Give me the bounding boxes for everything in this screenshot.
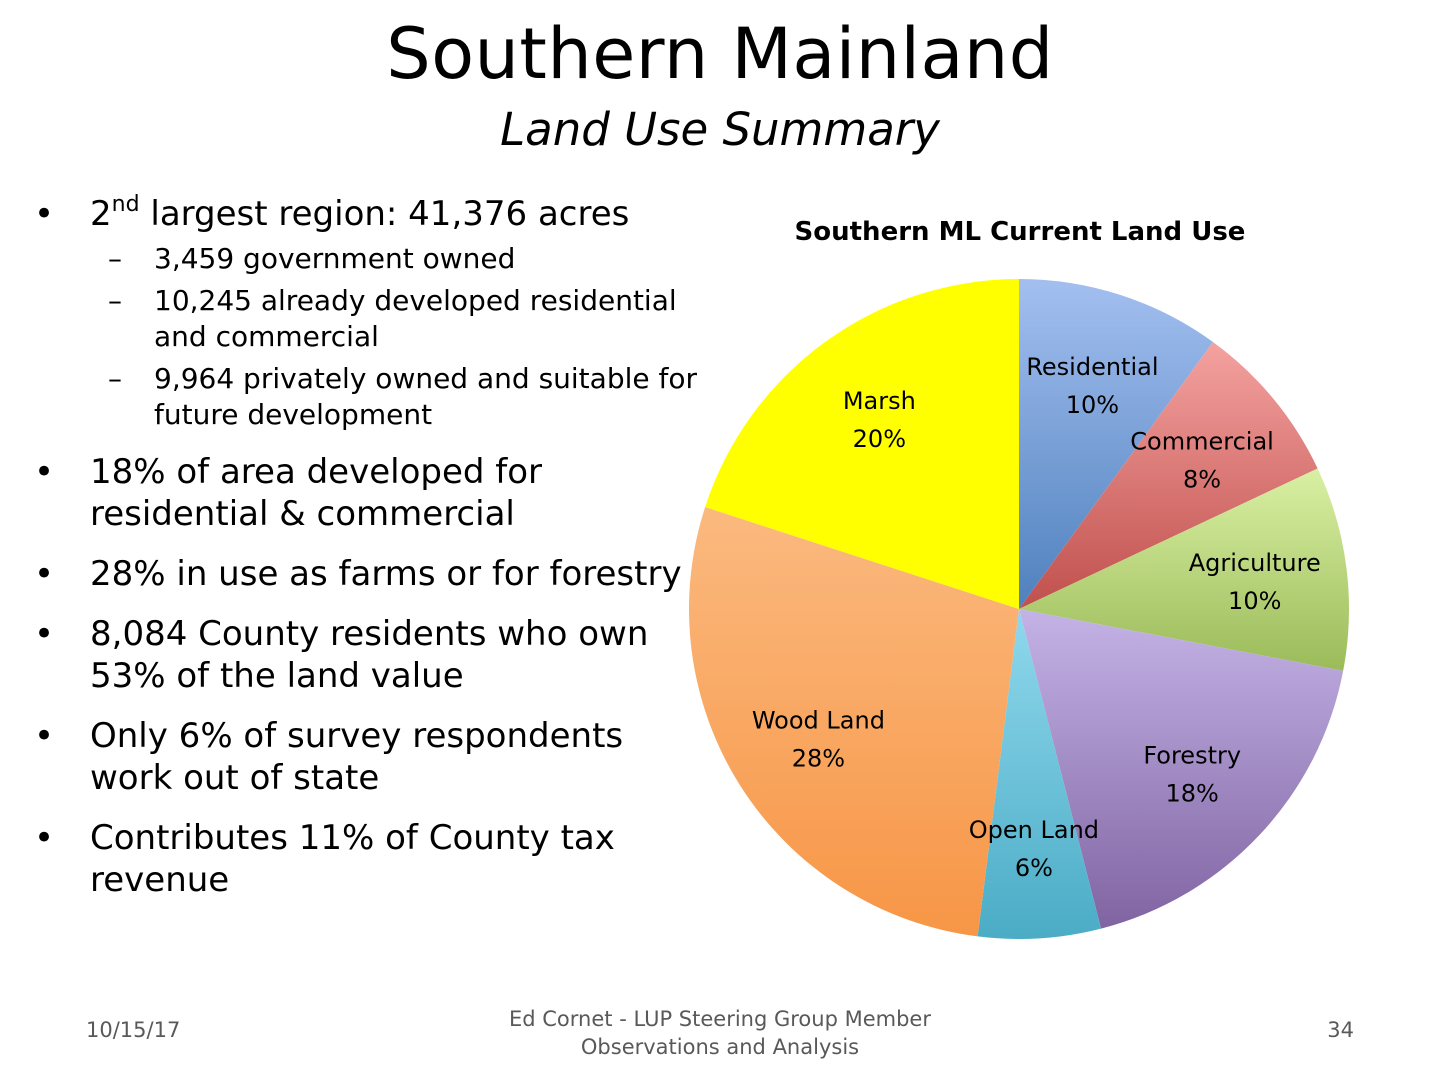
sub-bullet-marker: –	[108, 284, 122, 317]
bullet-text: Only 6% of survey respondents work out o…	[90, 716, 624, 798]
bullet-item: • 28% in use as farms or for forestry	[34, 553, 714, 595]
slice-label-open-land: Open Land	[969, 816, 1099, 844]
sub-bullet-text: 3,459 government owned	[154, 242, 516, 275]
ordinal-suffix: nd	[111, 192, 140, 217]
slice-label-wood-land: Wood Land	[752, 706, 885, 734]
bullet-marker: •	[34, 452, 55, 492]
bullet-text: 2nd largest region: 41,376 acres	[90, 193, 714, 235]
bullet-text: 8,084 County residents who own 53% of th…	[90, 614, 649, 696]
pie-slice-open-land	[977, 609, 1102, 939]
footer-date: 10/15/17	[86, 1018, 181, 1042]
bullet-item: • 18% of area developed for residential …	[34, 451, 714, 535]
slice-value-forestry: 18%	[1166, 780, 1219, 808]
slice-value-residential: 10%	[1066, 391, 1119, 419]
chart-title: Southern ML Current Land Use	[794, 217, 1246, 247]
sub-bullet-item: – 3,459 government owned	[90, 241, 714, 277]
pie-slice-residential	[1019, 279, 1213, 609]
slide-title: Southern Mainland	[386, 13, 1054, 95]
sub-bullet-item: – 9,964 privately owned and suitable for…	[90, 361, 714, 433]
bullet-marker: •	[34, 554, 55, 594]
page-number: 34	[1327, 1018, 1354, 1042]
slice-label-marsh: Marsh	[843, 387, 916, 415]
pie-slice-commercial	[1019, 342, 1318, 609]
pie-slice-marsh	[705, 279, 1019, 609]
sub-bullet-item: – 10,245 already developed residential a…	[90, 283, 714, 355]
bullet-text: 18% of area developed for residential & …	[90, 452, 543, 534]
pie-slice-forestry	[1019, 609, 1344, 929]
slice-label-commercial: Commercial	[1130, 428, 1274, 456]
sub-bullet-marker: –	[108, 362, 122, 395]
slice-label-residential: Residential	[1026, 353, 1158, 381]
bullet-text-prefix: 2	[90, 194, 112, 234]
bullet-item: • 2nd largest region: 41,376 acres – 3,4…	[34, 193, 714, 433]
slice-label-agriculture: Agriculture	[1189, 549, 1321, 577]
slice-label-forestry: Forestry	[1143, 742, 1241, 770]
bullet-item: • Contributes 11% of County tax revenue	[34, 817, 714, 901]
bullet-item: • Only 6% of survey respondents work out…	[34, 715, 714, 799]
sub-bullet-list: – 3,459 government owned – 10,245 alread…	[90, 241, 714, 433]
slice-value-commercial: 8%	[1183, 466, 1221, 494]
bullet-text-main: largest region: 41,376 acres	[139, 194, 630, 234]
footer-author-line: Observations and Analysis	[580, 1035, 860, 1059]
bullet-item: • 8,084 County residents who own 53% of …	[34, 613, 714, 697]
pie-slice-wood-land	[689, 507, 1019, 937]
sub-bullet-text: 10,245 already developed residential and…	[154, 284, 677, 353]
bullet-marker: •	[34, 818, 55, 858]
bullet-text: Contributes 11% of County tax revenue	[90, 818, 615, 900]
sub-bullet-marker: –	[108, 242, 122, 275]
slice-value-marsh: 20%	[853, 425, 906, 453]
slide-subtitle: Land Use Summary	[500, 103, 940, 156]
bullet-marker: •	[34, 194, 55, 234]
slice-value-wood-land: 28%	[792, 744, 845, 772]
slice-value-agriculture: 10%	[1228, 587, 1281, 615]
slice-value-open-land: 6%	[1015, 854, 1053, 882]
bullet-text: 28% in use as farms or for forestry	[90, 554, 682, 594]
footer-author: Ed Cornet - LUP Steering Group Member Ob…	[420, 1005, 1020, 1061]
bullet-marker: •	[34, 716, 55, 756]
pie-chart: Residential 10% Commercial 8% Agriculture 10%…	[689, 279, 1349, 939]
sub-bullet-text: 9,964 privately owned and suitable for f…	[154, 362, 697, 431]
pie-slice-agriculture	[1019, 468, 1349, 671]
bullet-marker: •	[34, 614, 55, 654]
bullet-list: • 2nd largest region: 41,376 acres – 3,4…	[34, 193, 714, 919]
footer-author-line: Ed Cornet - LUP Steering Group Member	[509, 1007, 931, 1031]
